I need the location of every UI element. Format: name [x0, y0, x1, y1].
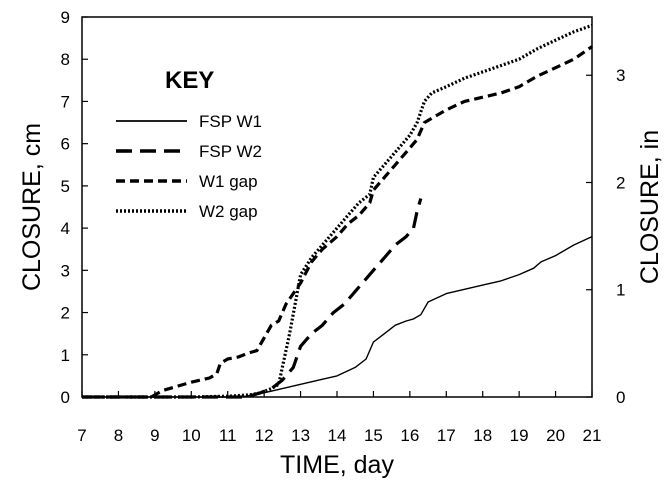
x-tick-label: 16 — [400, 426, 419, 445]
x-tick-label: 7 — [77, 426, 86, 445]
x-tick-label: 17 — [437, 426, 456, 445]
x-tick-label: 19 — [510, 426, 529, 445]
legend-title: KEY — [165, 67, 214, 94]
y-tick-label: 7 — [61, 92, 70, 111]
x-tick-label: 20 — [546, 426, 565, 445]
x-tick-label: 11 — [219, 426, 237, 445]
x-tick-label: 12 — [255, 426, 274, 445]
y2-tick-label: 0 — [616, 388, 625, 407]
x-tick-label: 10 — [182, 426, 201, 445]
y-tick-label: 5 — [61, 177, 70, 196]
x-tick-label: 13 — [291, 426, 310, 445]
y-tick-label: 4 — [61, 219, 70, 238]
x-tick-label: 9 — [150, 426, 159, 445]
series-line-2 — [82, 198, 423, 399]
x-tick-label: 14 — [328, 426, 347, 445]
y-tick-label: 9 — [61, 8, 70, 27]
y-axis-ticks: 0 1 2 3 4 5 6 7 8 9 — [61, 8, 88, 407]
y2-tick-label: 1 — [616, 281, 625, 300]
x-axis-ticks: 7 8 9 10 11 12 13 14 15 16 17 18 19 20 21 — [77, 391, 601, 445]
x-tick-label: 21 — [583, 426, 602, 445]
series-layer — [82, 23, 593, 399]
legend-label: W1 gap — [199, 172, 258, 191]
y2-tick-label: 2 — [616, 173, 625, 192]
series-line-1 — [82, 235, 593, 398]
series-line-3 — [82, 45, 593, 399]
legend-label: FSP W2 — [199, 142, 262, 161]
y2-tick-label: 3 — [616, 66, 625, 85]
x-tick-label: 8 — [114, 426, 123, 445]
series-line-4 — [82, 23, 593, 399]
y2-axis-title: CLOSURE, in — [636, 130, 664, 284]
legend-label: W2 gap — [199, 202, 258, 221]
y-axis-title: CLOSURE, cm — [18, 123, 46, 291]
legend: KEY FSP W1 FSP W2 W1 gap W2 gap — [116, 67, 262, 221]
x-tick-label: 15 — [364, 426, 383, 445]
x-tick-label: 18 — [473, 426, 492, 445]
legend-label: FSP W1 — [199, 112, 262, 131]
y-tick-label: 6 — [61, 135, 70, 154]
y-tick-label: 0 — [61, 388, 70, 407]
y-tick-label: 1 — [61, 346, 70, 365]
y-tick-label: 2 — [61, 304, 70, 323]
y2-axis-ticks: 0 1 2 3 — [586, 66, 625, 407]
plot-frame — [81, 16, 593, 398]
y-tick-label: 3 — [61, 261, 70, 280]
y-tick-label: 8 — [61, 50, 70, 69]
x-axis-title: TIME, day — [280, 451, 394, 479]
